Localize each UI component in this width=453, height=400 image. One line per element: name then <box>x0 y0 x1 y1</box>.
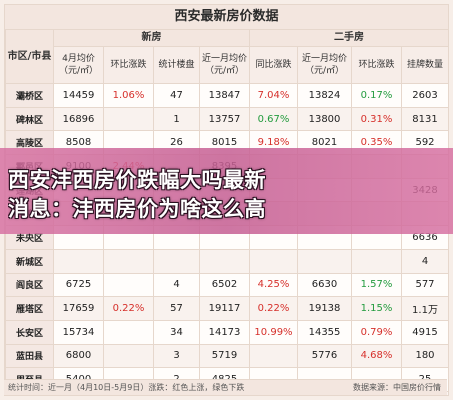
table-row: 灞桥区 14459 1.06% 47 13847 7.04% 13824 0.17% 2603 <box>5 83 449 108</box>
col-new-mom: 环比涨跌 <box>103 46 154 84</box>
table-row: 新城区 4 <box>5 248 449 274</box>
sec-count-cell: 577 <box>401 272 449 298</box>
sec-yoy-cell: 4.25% <box>249 272 298 298</box>
new-mom-cell <box>103 248 154 274</box>
new-recent-cell: 13847 <box>199 83 250 108</box>
new-mom-cell: 1.06% <box>103 83 154 108</box>
new-recent-cell: 6502 <box>199 272 250 298</box>
sec-mom-cell <box>351 248 402 274</box>
sec-yoy-cell <box>249 248 298 274</box>
new-count-cell: 34 <box>153 319 200 345</box>
sec-count-cell: 2603 <box>401 83 449 108</box>
col-new-recent: 近一月均价（元/㎡） <box>199 46 250 84</box>
col-sec-count: 挂牌数量 <box>401 46 449 84</box>
sec-recent-cell <box>297 248 352 274</box>
new-avg-cell: 15734 <box>53 319 104 345</box>
footer-source: 数据来源：中国房价行情 <box>353 383 441 392</box>
new-avg-cell: 14459 <box>53 83 104 108</box>
area-cell: 灞桥区 <box>5 83 54 108</box>
area-cell: 新城区 <box>5 248 54 274</box>
table-row: 阎良区 6725 4 6502 4.25% 6630 1.57% 577 <box>5 272 449 298</box>
sec-recent-cell: 6630 <box>297 272 352 298</box>
new-recent-cell: 14173 <box>199 319 250 345</box>
col-sec-mom: 环比涨跌 <box>351 46 402 84</box>
new-count-cell: 47 <box>153 83 200 108</box>
new-avg-cell <box>53 248 104 274</box>
table-row: 碑林区 16896 1 13757 0.67% 13800 0.31% 8131 <box>5 106 449 132</box>
col-new-avg: 4月均价（元/㎡） <box>53 46 104 84</box>
sec-yoy-cell: 0.67% <box>249 106 298 132</box>
new-mom-cell <box>103 343 154 369</box>
table-row: 蓝田县 6800 3 5719 5776 4.68% 180 <box>5 343 449 369</box>
footer: 统计时间：近一月（4月10日-5月9日）涨跌：红色上涨，绿色下跌 数据来源：中国… <box>4 379 447 395</box>
sec-count-cell: 8131 <box>401 106 449 132</box>
area-cell: 阎良区 <box>5 272 54 298</box>
sec-count-cell: 180 <box>401 343 449 369</box>
sec-yoy-cell: 7.04% <box>249 83 298 108</box>
new-recent-cell: 13757 <box>199 106 250 132</box>
headline-line-2: 消息：沣西房价为啥这么高 <box>8 197 266 221</box>
table-title: 西安最新房价数据 <box>5 5 448 29</box>
new-recent-cell: 19117 <box>199 296 250 321</box>
new-mom-cell <box>103 319 154 345</box>
area-cell: 雁塔区 <box>5 296 54 321</box>
sec-mom-cell: 1.57% <box>351 272 402 298</box>
new-count-cell: 3 <box>153 343 200 369</box>
headline-line-1: 西安沣西房价跌幅大吗最新 <box>8 168 266 192</box>
sec-recent-cell: 13800 <box>297 106 352 132</box>
new-avg-cell: 6725 <box>53 272 104 298</box>
table-row: 雁塔区 17659 0.22% 57 19117 0.22% 19138 1.15% 1.1万 <box>5 296 449 321</box>
new-avg-cell: 6800 <box>53 343 104 369</box>
headline: 西安沣西房价跌幅大吗最新 消息：沣西房价为啥这么高 <box>8 166 448 224</box>
sec-mom-cell: 0.79% <box>351 319 402 345</box>
sec-yoy-cell: 10.99% <box>249 319 298 345</box>
table-row: 长安区 15734 34 14173 10.99% 14355 0.79% 4915 <box>5 319 449 345</box>
sec-count-cell: 4 <box>401 248 449 274</box>
sec-recent-cell: 14355 <box>297 319 352 345</box>
new-avg-cell: 17659 <box>53 296 104 321</box>
new-avg-cell: 16896 <box>53 106 104 132</box>
sec-mom-cell: 0.31% <box>351 106 402 132</box>
new-recent-cell: 5719 <box>199 343 250 369</box>
sec-yoy-cell <box>249 343 298 369</box>
headline-banner <box>0 148 453 234</box>
col-sec-recent: 近一月均价（元/㎡） <box>297 46 352 84</box>
new-mom-cell <box>103 272 154 298</box>
new-count-cell: 57 <box>153 296 200 321</box>
new-mom-cell: 0.22% <box>103 296 154 321</box>
sec-recent-cell: 13824 <box>297 83 352 108</box>
sec-mom-cell: 4.68% <box>351 343 402 369</box>
col-sec-yoy: 同比涨跌 <box>249 46 298 84</box>
area-cell: 蓝田县 <box>5 343 54 369</box>
new-house-header: 新房 <box>53 29 250 47</box>
area-header: 市区/市县 <box>5 29 54 84</box>
new-mom-cell <box>103 106 154 132</box>
area-cell: 碑林区 <box>5 106 54 132</box>
sec-yoy-cell: 0.22% <box>249 296 298 321</box>
second-hand-header: 二手房 <box>249 29 449 47</box>
sec-mom-cell: 0.17% <box>351 83 402 108</box>
new-count-cell <box>153 248 200 274</box>
sec-recent-cell: 5776 <box>297 343 352 369</box>
footer-note: 统计时间：近一月（4月10日-5月9日）涨跌：红色上涨，绿色下跌 <box>8 383 245 392</box>
sec-count-cell: 1.1万 <box>401 296 449 321</box>
sec-mom-cell: 1.15% <box>351 296 402 321</box>
new-count-cell: 1 <box>153 106 200 132</box>
sec-count-cell: 4915 <box>401 319 449 345</box>
col-new-count: 统计楼盘 <box>153 46 200 84</box>
area-cell: 长安区 <box>5 319 54 345</box>
sec-recent-cell: 19138 <box>297 296 352 321</box>
new-count-cell: 4 <box>153 272 200 298</box>
new-recent-cell <box>199 248 250 274</box>
